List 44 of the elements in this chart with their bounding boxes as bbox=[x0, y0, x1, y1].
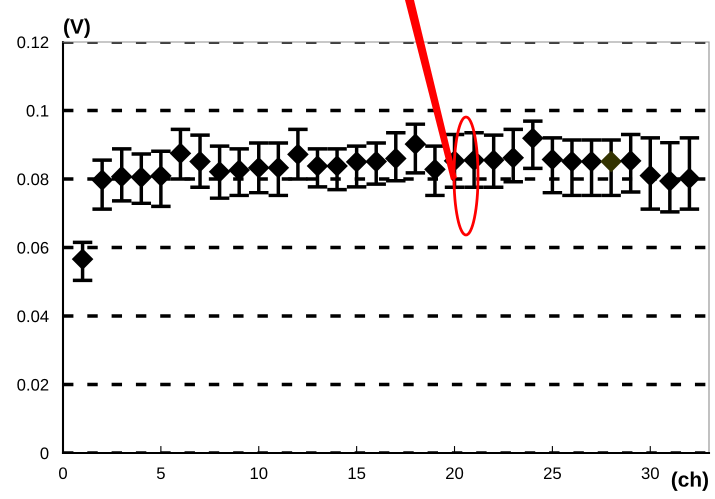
y-tick-label: 0.04 bbox=[17, 310, 49, 322]
x-tick-label: 15 bbox=[348, 468, 366, 480]
y-tick-label: 0.08 bbox=[17, 173, 48, 186]
point bbox=[542, 148, 563, 170]
y-tick-label: 0.12 bbox=[17, 36, 48, 48]
point bbox=[581, 151, 602, 172]
point bbox=[346, 151, 368, 172]
x-tick-label: 10 bbox=[250, 467, 268, 480]
point bbox=[600, 151, 622, 172]
point bbox=[170, 142, 191, 164]
point bbox=[502, 147, 524, 168]
point bbox=[561, 151, 582, 172]
y-tick-label: 0.02 bbox=[17, 378, 48, 391]
point bbox=[111, 166, 132, 188]
point bbox=[92, 170, 113, 191]
point bbox=[620, 150, 642, 172]
point bbox=[150, 165, 172, 186]
y-tick-label: 0.06 bbox=[17, 242, 48, 254]
point bbox=[640, 165, 661, 186]
point bbox=[385, 148, 406, 169]
point bbox=[306, 155, 328, 176]
point bbox=[404, 134, 426, 155]
point bbox=[287, 144, 308, 165]
point bbox=[678, 168, 700, 189]
point bbox=[268, 157, 289, 178]
y-tick-label: 0.1 bbox=[26, 104, 48, 117]
point bbox=[659, 170, 680, 192]
x-tick-label: 0 bbox=[59, 467, 67, 480]
point bbox=[209, 161, 230, 182]
point bbox=[326, 155, 348, 176]
y-axis-title: (V) bbox=[64, 18, 90, 38]
point bbox=[366, 151, 387, 172]
x-tick-label: 20 bbox=[446, 467, 464, 480]
point bbox=[522, 128, 544, 149]
point bbox=[130, 166, 152, 188]
point bbox=[190, 151, 211, 172]
x-axis-title: (ch) bbox=[672, 471, 708, 491]
point bbox=[72, 248, 94, 270]
y-tick-label: 0 bbox=[40, 447, 48, 460]
point bbox=[483, 150, 504, 171]
x-tick-label: 25 bbox=[544, 467, 561, 480]
point bbox=[248, 157, 270, 178]
x-tick-label: 5 bbox=[156, 468, 165, 480]
x-tick-label: 30 bbox=[642, 467, 659, 480]
